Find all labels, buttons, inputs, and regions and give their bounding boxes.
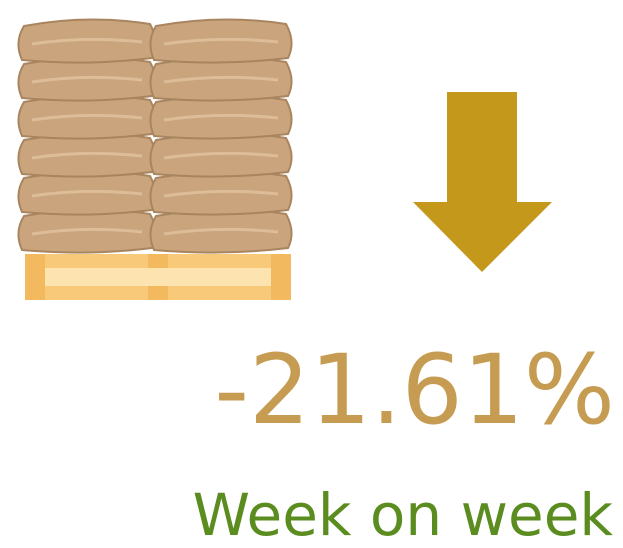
sack-fold — [31, 75, 143, 84]
sack-fold — [31, 227, 143, 236]
sack-fold — [31, 113, 143, 122]
down-arrow — [413, 92, 552, 272]
sack-fold — [31, 37, 143, 46]
sack-fold — [31, 151, 143, 160]
kpi-value: -21.61% — [214, 334, 615, 446]
sack — [17, 18, 157, 64]
sack-fold — [163, 227, 279, 236]
sack-fold — [163, 151, 279, 160]
kpi-label: Week on week — [192, 481, 613, 548]
sack-fold — [163, 113, 279, 122]
sacks — [17, 18, 293, 254]
pallet — [25, 254, 291, 300]
sack-fold — [31, 189, 143, 198]
sack — [149, 18, 293, 64]
sack-fold — [163, 75, 279, 84]
illustration — [17, 18, 552, 300]
sack-fold — [163, 189, 279, 198]
sack-fold — [163, 37, 279, 46]
